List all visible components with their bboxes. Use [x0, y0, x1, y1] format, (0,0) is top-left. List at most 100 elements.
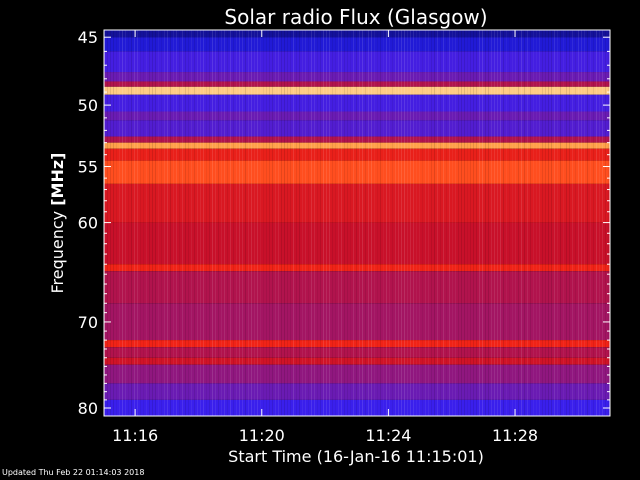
heatmap-texture-stripe	[476, 30, 477, 416]
heatmap-texture-stripe	[332, 30, 333, 416]
heatmap-texture-stripe	[386, 30, 387, 416]
axes: 11:16 11:20 11:24 11:28 45 50 55 60 70 80	[78, 28, 610, 445]
heatmap-texture-stripe	[209, 30, 210, 416]
heatmap-texture-stripe	[263, 30, 264, 416]
heatmap-texture-stripe	[584, 30, 585, 416]
heatmap-texture-stripe	[206, 30, 207, 416]
x-axis-label: Start Time (16-Jan-16 11:15:01)	[228, 447, 484, 466]
heatmap-texture-stripe	[596, 30, 597, 416]
heatmap-band	[104, 72, 610, 82]
heatmap-texture-stripe	[524, 30, 525, 416]
heatmap-texture-stripe	[158, 30, 159, 416]
heatmap-texture-stripe	[308, 30, 309, 416]
heatmap-texture-stripe	[392, 30, 393, 416]
heatmap-band	[104, 357, 610, 365]
heatmap-texture-stripe	[152, 30, 153, 416]
heatmap-texture-stripe	[227, 30, 228, 416]
y-axis-label-unit: [MHz]	[48, 153, 67, 206]
heatmap-texture-stripe	[131, 30, 132, 416]
heatmap-texture-stripe	[455, 30, 456, 416]
heatmap-texture-stripe	[284, 30, 285, 416]
heatmap-band	[104, 37, 610, 52]
heatmap-texture-stripe	[461, 30, 462, 416]
heatmap-texture-stripe	[119, 30, 120, 416]
heatmap-texture-stripe	[413, 30, 414, 416]
heatmap-texture-stripe	[335, 30, 336, 416]
heatmap-texture-stripe	[467, 30, 468, 416]
y-tick-label: 45	[78, 28, 98, 47]
heatmap-texture-stripe	[581, 30, 582, 416]
heatmap-band	[104, 347, 610, 358]
y-tick-label: 50	[78, 96, 98, 115]
heatmap-texture-stripe	[539, 30, 540, 416]
heatmap-texture-stripe	[191, 30, 192, 416]
x-tick-label: 11:24	[365, 426, 411, 445]
heatmap-texture-stripe	[497, 30, 498, 416]
heatmap-texture-stripe	[212, 30, 213, 416]
heatmap-band	[104, 94, 610, 112]
heatmap-texture-stripe	[134, 30, 135, 416]
heatmap-texture-stripe	[593, 30, 594, 416]
heatmap-texture-stripe	[380, 30, 381, 416]
heatmap-texture-stripe	[344, 30, 345, 416]
heatmap-texture-stripe	[464, 30, 465, 416]
heatmap-texture-stripe	[437, 30, 438, 416]
heatmap-texture-stripe	[578, 30, 579, 416]
heatmap-texture-stripe	[512, 30, 513, 416]
heatmap-texture-stripe	[521, 30, 522, 416]
heatmap-texture-stripe	[377, 30, 378, 416]
heatmap-texture-stripe	[305, 30, 306, 416]
heatmap-texture-stripe	[359, 30, 360, 416]
heatmap-texture-stripe	[368, 30, 369, 416]
heatmap-texture-stripe	[500, 30, 501, 416]
heatmap-texture-stripe	[509, 30, 510, 416]
heatmap-texture-stripe	[365, 30, 366, 416]
heatmap-texture-stripe	[485, 30, 486, 416]
heatmap-texture-stripe	[416, 30, 417, 416]
heatmap-texture-stripe	[446, 30, 447, 416]
heatmap-texture-stripe	[218, 30, 219, 416]
heatmap-texture-stripe	[569, 30, 570, 416]
heatmap-texture-stripe	[224, 30, 225, 416]
heatmap-texture-stripe	[164, 30, 165, 416]
heatmap-texture-stripe	[518, 30, 519, 416]
heatmap-texture-stripe	[536, 30, 537, 416]
y-axis-label: Frequency [MHz]	[48, 153, 67, 294]
heatmap-texture-stripe	[197, 30, 198, 416]
heatmap-texture-stripe	[170, 30, 171, 416]
y-tick-label: 60	[78, 214, 98, 233]
heatmap-texture-stripe	[554, 30, 555, 416]
heatmap-band	[104, 364, 610, 384]
heatmap-texture-stripe	[230, 30, 231, 416]
heatmap-band	[104, 271, 610, 304]
heatmap-texture-stripe	[260, 30, 261, 416]
heatmap-band	[104, 120, 610, 137]
heatmap-band	[104, 264, 610, 272]
heatmap-texture-stripe	[116, 30, 117, 416]
heatmap-texture-stripe	[176, 30, 177, 416]
heatmap-texture-stripe	[548, 30, 549, 416]
x-tick-label: 11:28	[492, 426, 538, 445]
heatmap-texture-stripe	[125, 30, 126, 416]
heatmap-band	[104, 303, 610, 341]
heatmap-texture-stripe	[146, 30, 147, 416]
heatmap-texture-stripe	[140, 30, 141, 416]
heatmap-texture-stripe	[314, 30, 315, 416]
heatmap-texture-stripe	[482, 30, 483, 416]
heatmap-texture-stripe	[269, 30, 270, 416]
heatmap-texture-stripe	[323, 30, 324, 416]
heatmap-texture-stripe	[434, 30, 435, 416]
heatmap-texture-stripe	[410, 30, 411, 416]
heatmap-texture-stripe	[506, 30, 507, 416]
heatmap-texture-stripe	[338, 30, 339, 416]
heatmap-texture-stripe	[143, 30, 144, 416]
heatmap-texture-stripe	[245, 30, 246, 416]
heatmap-texture-stripe	[563, 30, 564, 416]
heatmap-texture-stripe	[533, 30, 534, 416]
heatmap-texture-stripe	[398, 30, 399, 416]
heatmap-texture-stripe	[257, 30, 258, 416]
heatmap-band	[104, 51, 610, 73]
heatmap-texture-stripe	[470, 30, 471, 416]
